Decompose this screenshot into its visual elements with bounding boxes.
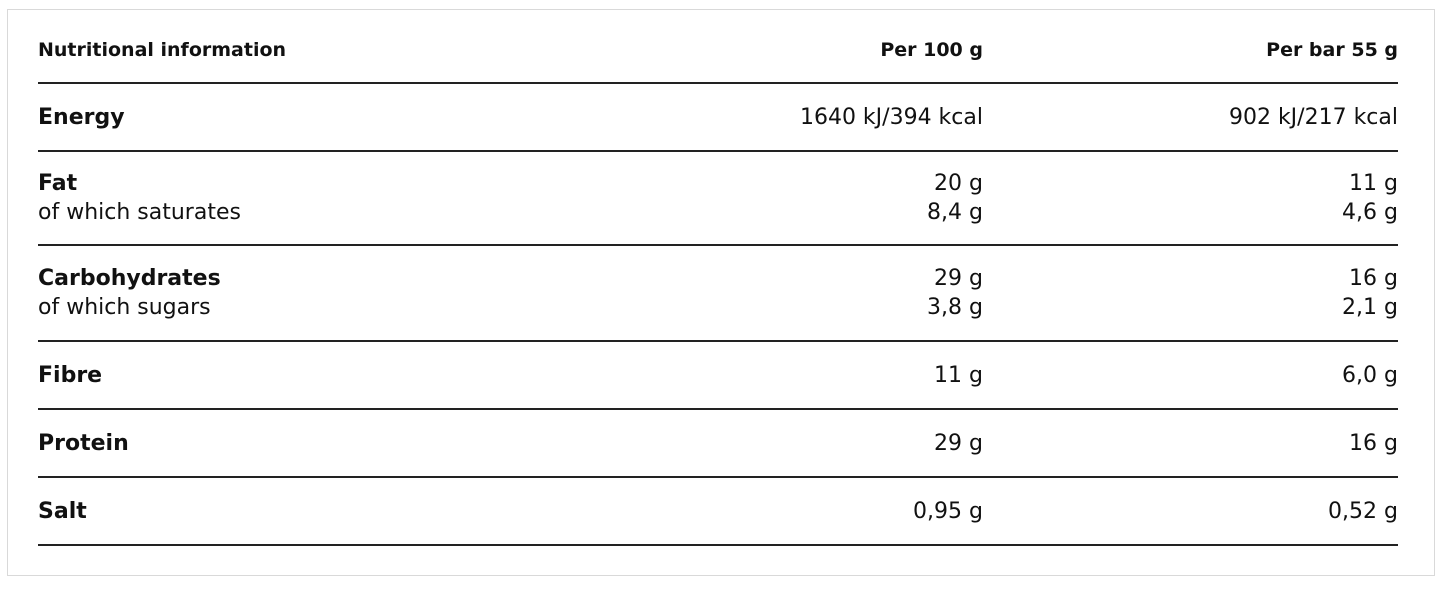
value-per-bar: 902 kJ/217 kcal (1228, 104, 1398, 130)
value-per-100g: 0,95 g (913, 498, 983, 524)
sub-value-per-100g: 8,4 g (927, 200, 983, 225)
row-label: Fibre (38, 362, 103, 388)
value-per-100g: 20 g (934, 171, 983, 196)
row-label: Fat (38, 171, 78, 196)
row-label: Protein (38, 430, 129, 456)
table-row-energy: Energy 1640 kJ/394 kcal 902 kJ/217 kcal (38, 84, 1398, 152)
value-per-100g: 11 g (934, 362, 983, 388)
value-per-100g: 29 g (934, 266, 983, 291)
value-per-bar: 6,0 g (1342, 362, 1398, 388)
row-label: Energy (38, 104, 125, 130)
table-row-carbohydrates: Carbohydrates of which sugars 29 g 3,8 g 1… (38, 246, 1398, 342)
sub-row-label: of which saturates (38, 200, 241, 225)
table-row-fat: Fat of which saturates 20 g 8,4 g 11 g 4,6 … (38, 152, 1398, 246)
value-per-bar: 11 g (1349, 171, 1398, 196)
sub-value-per-bar: 2,1 g (1342, 295, 1398, 320)
header-per-100g: Per 100 g (880, 39, 983, 61)
value-per-100g: 29 g (934, 430, 983, 456)
table-header: Nutritional information Per 100 g Per ba… (38, 18, 1398, 84)
nutrition-table: Nutritional information Per 100 g Per ba… (38, 18, 1398, 546)
sub-value-per-bar: 4,6 g (1342, 200, 1398, 225)
value-per-bar: 16 g (1349, 266, 1398, 291)
value-per-bar: 0,52 g (1328, 498, 1398, 524)
header-per-bar: Per bar 55 g (1266, 39, 1398, 61)
header-label: Nutritional information (38, 39, 287, 61)
sub-row-label: of which sugars (38, 295, 211, 320)
table-row-fibre: Fibre 11 g 6,0 g (38, 342, 1398, 410)
row-label: Carbohydrates (38, 266, 221, 291)
row-label: Salt (38, 498, 87, 524)
table-row-protein: Protein 29 g 16 g (38, 410, 1398, 478)
value-per-100g: 1640 kJ/394 kcal (799, 104, 983, 130)
value-per-bar: 16 g (1349, 430, 1398, 456)
sub-value-per-100g: 3,8 g (927, 295, 983, 320)
nutrition-panel (7, 9, 1435, 576)
table-row-salt: Salt 0,95 g 0,52 g (38, 478, 1398, 546)
